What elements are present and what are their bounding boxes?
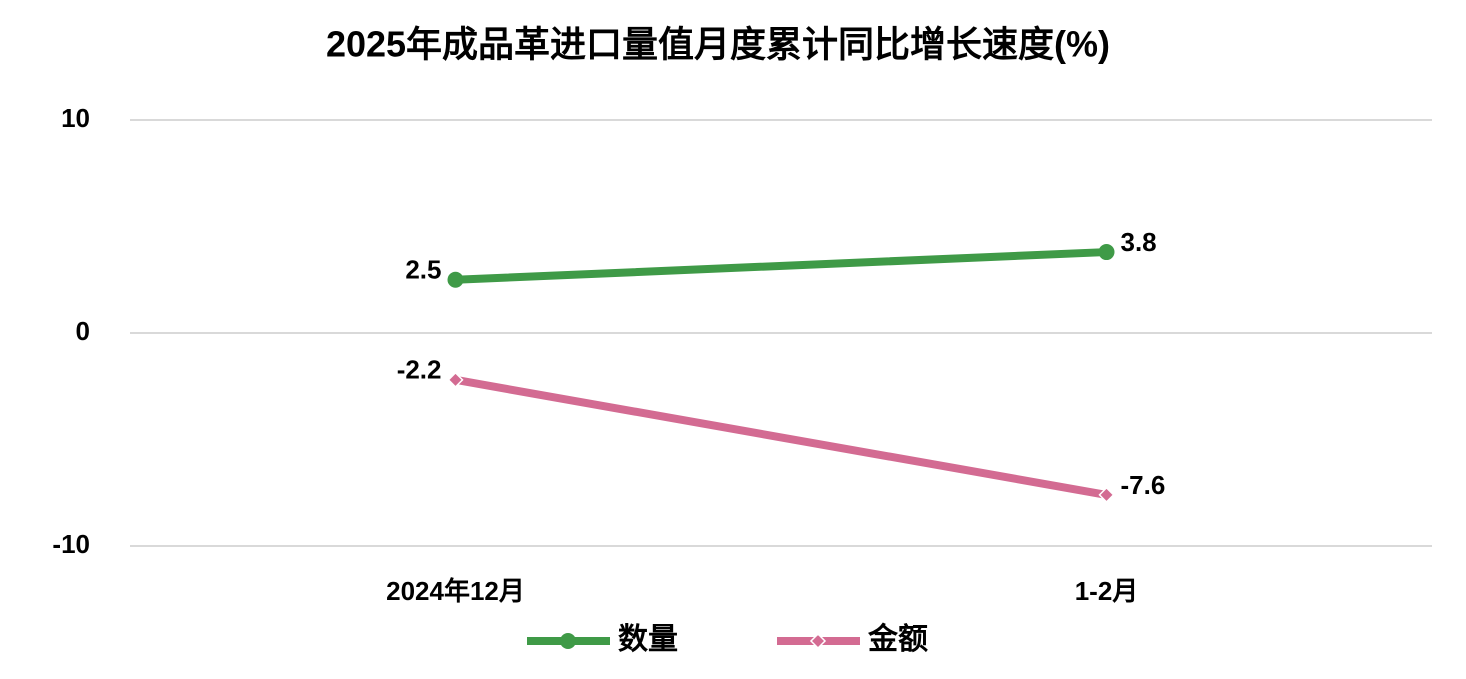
- data-label: -2.2: [397, 355, 442, 385]
- marker: [1098, 486, 1115, 503]
- legend-marker: [560, 633, 576, 649]
- data-label: -7.6: [1121, 470, 1166, 500]
- y-tick-label: 0: [76, 316, 90, 346]
- data-label: 3.8: [1121, 227, 1157, 257]
- x-tick-label: 2024年12月: [386, 576, 525, 606]
- legend-label: 金额: [867, 622, 928, 656]
- data-label: 2.5: [405, 255, 441, 285]
- x-tick-label: 1-2月: [1075, 576, 1139, 606]
- marker: [1098, 244, 1115, 261]
- marker: [447, 371, 464, 388]
- marker: [447, 271, 464, 288]
- y-tick-label: 10: [61, 103, 90, 133]
- legend-label: 数量: [618, 623, 678, 656]
- series-line: [451, 248, 1111, 284]
- y-tick-label: -10: [52, 529, 90, 559]
- legend-marker: [809, 632, 827, 650]
- series-line: [451, 375, 1111, 499]
- chart-title: 2025年成品革进口量值月度累计同比增长速度(%): [326, 24, 1110, 65]
